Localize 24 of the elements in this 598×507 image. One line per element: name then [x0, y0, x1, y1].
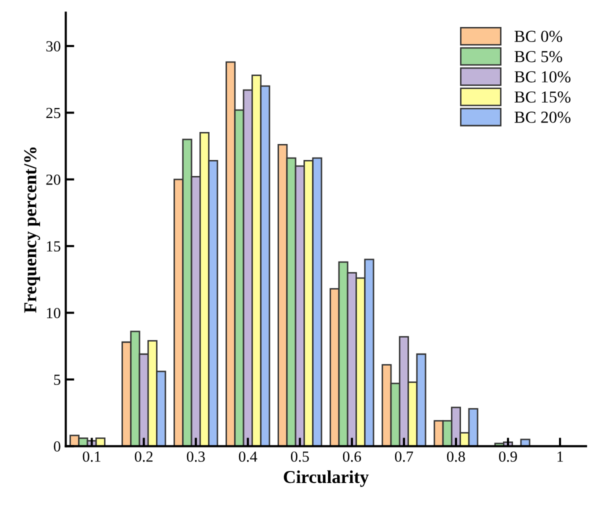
x-tick-label: 1 [558, 452, 563, 462]
x-tick-label: 0.7 [394, 451, 414, 462]
x-axis-title: Circularity [284, 470, 369, 487]
y-axis-title: Frequency percent/% [24, 147, 40, 313]
x-tick-label: 0.1 [82, 451, 100, 462]
y-tick-label: 0 [54, 441, 60, 452]
x-tick-label: 0.9 [499, 451, 517, 462]
legend-label: BC 0% [514, 30, 562, 42]
y-tick-label: 15 [46, 241, 60, 252]
y-tick-label: 5 [54, 374, 60, 385]
legend-label: BC 10% [514, 71, 570, 82]
legend-label: BC 15% [514, 91, 570, 103]
y-tick-label: 30 [46, 41, 60, 52]
y-tick-label: 20 [46, 174, 60, 185]
x-tick-label: 0.5 [290, 451, 309, 462]
x-tick-label: 0.2 [134, 451, 153, 462]
y-tick-label: 10 [46, 308, 60, 318]
legend-label: BC 20% [514, 112, 570, 123]
x-tick-label: 0.8 [447, 451, 465, 462]
x-tick-label: 0.4 [238, 451, 258, 462]
legend-label: BC 5% [514, 50, 562, 62]
y-tick-label: 25 [46, 108, 60, 118]
x-tick-label: 0.6 [342, 451, 362, 462]
x-tick-label: 0.3 [186, 451, 205, 462]
